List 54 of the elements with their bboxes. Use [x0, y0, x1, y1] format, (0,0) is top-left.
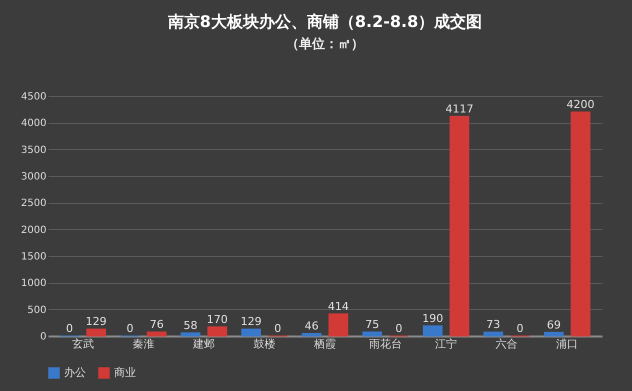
y-tick-label: 1500: [21, 252, 46, 262]
x-tick-label: 江宁: [435, 338, 458, 350]
data-label: 129: [86, 315, 107, 328]
bar: [422, 325, 443, 336]
data-label: 4117: [445, 102, 474, 116]
data-label: 4200: [566, 98, 595, 111]
x-tick-label: 建邺: [192, 338, 215, 350]
bar: [483, 332, 504, 336]
bar: [241, 328, 261, 336]
bar: [544, 332, 564, 336]
y-tick-label: 2000: [21, 224, 46, 236]
y-tick-label: 3500: [21, 144, 46, 156]
x-tick-label: 鼓楼: [253, 338, 276, 350]
data-label: 46: [304, 320, 319, 333]
data-label: 170: [206, 312, 228, 326]
x-tick-label: 栖霞: [313, 338, 336, 350]
chart-title: 南京8大板块办公、商铺（8.2-8.8）成交图: [166, 12, 482, 31]
data-label: 0: [516, 322, 524, 335]
y-tick-label: 0: [40, 332, 46, 342]
y-tick-label: 4000: [21, 118, 46, 130]
bar: [450, 116, 470, 336]
bar: [207, 326, 228, 336]
bar: [570, 112, 590, 336]
data-label: 73: [486, 318, 500, 332]
data-label: 0: [126, 322, 134, 335]
y-tick-label: 1000: [21, 278, 46, 290]
data-label: 0: [395, 322, 402, 335]
x-tick-label: 雨花台: [369, 338, 402, 350]
x-tick-label: 六合: [496, 338, 518, 350]
bar: [146, 331, 167, 336]
legend-label: 商业: [114, 366, 136, 379]
x-tick-label: 浦口: [556, 338, 578, 350]
data-label: 75: [365, 318, 380, 331]
legend-label: 办公: [64, 366, 86, 379]
bar: [180, 332, 200, 336]
chart-subtitle: （单位：㎡）: [286, 36, 364, 52]
data-label: 69: [546, 318, 561, 332]
y-tick-label: 4500: [21, 92, 46, 102]
y-tick-label: 2500: [21, 198, 46, 210]
data-label: 190: [422, 312, 444, 325]
bar: [362, 332, 382, 336]
data-label: 0: [274, 322, 282, 335]
data-label: 76: [150, 318, 164, 331]
x-tick-label: 秦淮: [132, 338, 154, 350]
bar: [302, 333, 322, 336]
y-tick-label: 500: [27, 304, 46, 316]
bar: [328, 313, 348, 336]
data-label: 58: [184, 318, 198, 332]
data-label: 0: [66, 322, 73, 335]
data-label: 129: [240, 315, 262, 328]
x-tick-label: 玄武: [72, 338, 94, 350]
y-tick-label: 3000: [21, 172, 46, 182]
data-label: 414: [328, 300, 349, 313]
bar: [86, 328, 106, 336]
